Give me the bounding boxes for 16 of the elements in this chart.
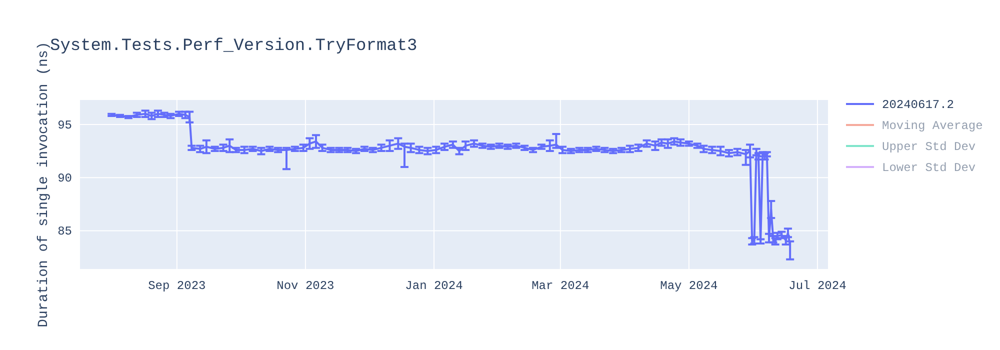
x-tick-label: Mar 2024: [532, 279, 590, 293]
y-tick-label: 85: [58, 224, 72, 239]
x-tick-label: Sep 2023: [148, 279, 206, 293]
x-tick-label: Nov 2023: [276, 279, 334, 293]
y-axis-title: Duration of single invocation (ns): [36, 42, 52, 328]
legend-label: Moving Average: [882, 119, 983, 133]
x-tick-label: Jul 2024: [788, 279, 846, 293]
x-tick-label: Jan 2024: [405, 279, 463, 293]
point: [749, 236, 760, 244]
y-tick-label: 90: [58, 172, 72, 186]
y-tick-label: 95: [58, 118, 72, 132]
chart-title: System.Tests.Perf_Version.TryFormat3: [50, 37, 418, 56]
legend-label: 20240617.2: [882, 98, 954, 112]
x-tick-label: May 2024: [660, 279, 718, 293]
legend-label: Upper Std Dev: [882, 140, 976, 154]
legend-label: Lower Std Dev: [882, 161, 976, 175]
